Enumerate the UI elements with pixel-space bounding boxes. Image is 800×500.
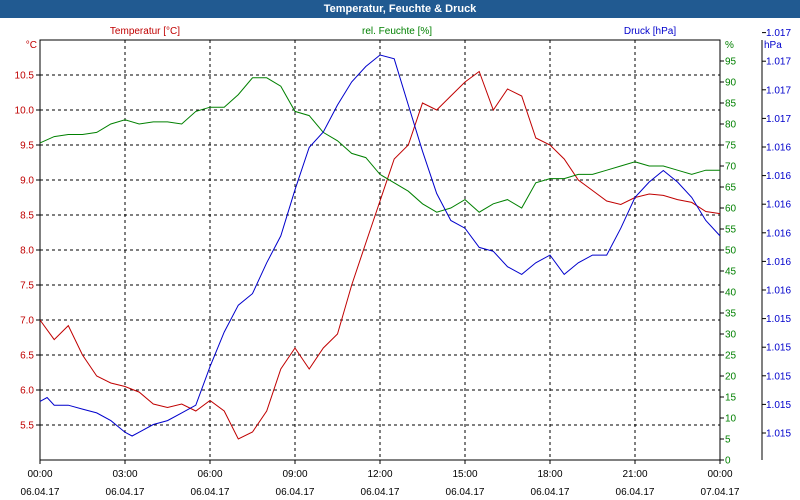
x-tick-label-date: 06.04.17 <box>616 487 655 498</box>
y-tick-label-pressure: 1.015 <box>766 400 791 411</box>
y-tick-label-pressure: 1.015 <box>766 429 791 440</box>
y-tick-label-humidity: 75 <box>725 141 737 152</box>
y-tick-label-temperature: 9.5 <box>20 141 34 152</box>
x-tick-label-date: 06.04.17 <box>276 487 315 498</box>
humidity-axis-label: rel. Feuchte [%] <box>362 26 432 37</box>
y-tick-label-temperature: 7.0 <box>20 316 34 327</box>
y-tick-label-pressure: 1.016 <box>766 286 791 297</box>
y-tick-label-humidity: 50 <box>725 246 737 257</box>
x-tick-label-time: 06:00 <box>197 469 222 480</box>
series-line-temperature <box>39 70 721 440</box>
y-tick-label-temperature: 10.0 <box>15 106 35 117</box>
x-tick-label-date: 06.04.17 <box>446 487 485 498</box>
x-tick-label-date: 07.04.17 <box>701 487 740 498</box>
y-tick-label-pressure: 1.017 <box>766 85 791 96</box>
y-tick-label-humidity: 45 <box>725 267 737 278</box>
y-tick-label-humidity: 65 <box>725 183 737 194</box>
y-tick-label-humidity: 85 <box>725 99 737 110</box>
y-tick-label-pressure: 1.016 <box>766 171 791 182</box>
y-tick-label-pressure: 1.016 <box>766 143 791 154</box>
y-tick-label-pressure: 1.017 <box>766 28 791 39</box>
x-tick-label-date: 06.04.17 <box>531 487 570 498</box>
humidity-axis-unit: % <box>725 40 734 51</box>
y-tick-label-pressure: 1.015 <box>766 314 791 325</box>
y-tick-label-humidity: 5 <box>725 435 731 446</box>
y-tick-label-pressure: 1.016 <box>766 257 791 268</box>
temperature-axis-label: Temperatur [°C] <box>110 26 180 37</box>
chart-canvas: 00:00 06.04.17 03:00 06.04.17 06:00 06.04.17 0… <box>15 26 792 498</box>
temperature-axis-unit: °C <box>26 40 37 51</box>
y-tick-label-humidity: 35 <box>725 309 737 320</box>
x-tick-label-time: 00:00 <box>27 469 52 480</box>
x-tick-label-date: 06.04.17 <box>106 487 145 498</box>
y-tick-label-temperature: 6.0 <box>20 386 34 397</box>
y-tick-label-temperature: 6.5 <box>20 351 34 362</box>
y-tick-label-humidity: 20 <box>725 372 737 383</box>
y-tick-label-humidity: 80 <box>725 120 737 131</box>
y-tick-label-temperature: 9.0 <box>20 176 34 187</box>
y-tick-label-temperature: 5.5 <box>20 421 34 432</box>
y-tick-label-pressure: 1.016 <box>766 200 791 211</box>
y-tick-label-temperature: 8.5 <box>20 211 34 222</box>
y-tick-label-humidity: 30 <box>725 330 737 341</box>
y-tick-label-humidity: 10 <box>725 414 737 425</box>
y-tick-label-pressure: 1.016 <box>766 228 791 239</box>
y-tick-label-pressure: 1.017 <box>766 57 791 68</box>
y-tick-label-pressure: 1.015 <box>766 371 791 382</box>
y-tick-label-humidity: 90 <box>725 78 737 89</box>
y-tick-label-humidity: 0 <box>725 456 731 467</box>
y-tick-label-humidity: 15 <box>725 393 737 404</box>
series-line-humidity <box>39 77 720 213</box>
pressure-axis-label: Druck [hPa] <box>624 26 676 37</box>
y-tick-label-pressure: 1.015 <box>766 343 791 354</box>
y-tick-label-temperature: 8.0 <box>20 246 34 257</box>
x-tick-label-time: 21:00 <box>622 469 647 480</box>
x-tick-label-date: 06.04.17 <box>21 487 60 498</box>
x-tick-label-date: 06.04.17 <box>361 487 400 498</box>
y-tick-label-humidity: 55 <box>725 225 737 236</box>
x-tick-label-time: 09:00 <box>282 469 307 480</box>
chart-title: Temperatur, Feuchte & Druck <box>0 0 800 18</box>
y-tick-label-temperature: 7.5 <box>20 281 34 292</box>
y-tick-label-humidity: 40 <box>725 288 737 299</box>
x-tick-label-time: 15:00 <box>452 469 477 480</box>
y-tick-label-humidity: 25 <box>725 351 737 362</box>
y-tick-label-temperature: 10.5 <box>15 71 35 82</box>
y-tick-label-humidity: 60 <box>725 204 737 215</box>
x-tick-label-time: 12:00 <box>367 469 392 480</box>
y-tick-label-humidity: 95 <box>725 57 737 68</box>
x-tick-label-time: 00:00 <box>707 469 732 480</box>
y-tick-label-humidity: 70 <box>725 162 737 173</box>
x-tick-label-time: 18:00 <box>537 469 562 480</box>
x-tick-label-date: 06.04.17 <box>191 487 230 498</box>
x-tick-label-time: 03:00 <box>112 469 137 480</box>
pressure-axis-unit: hPa <box>764 40 782 51</box>
y-tick-label-pressure: 1.017 <box>766 114 791 125</box>
series-line-pressure <box>39 54 721 437</box>
